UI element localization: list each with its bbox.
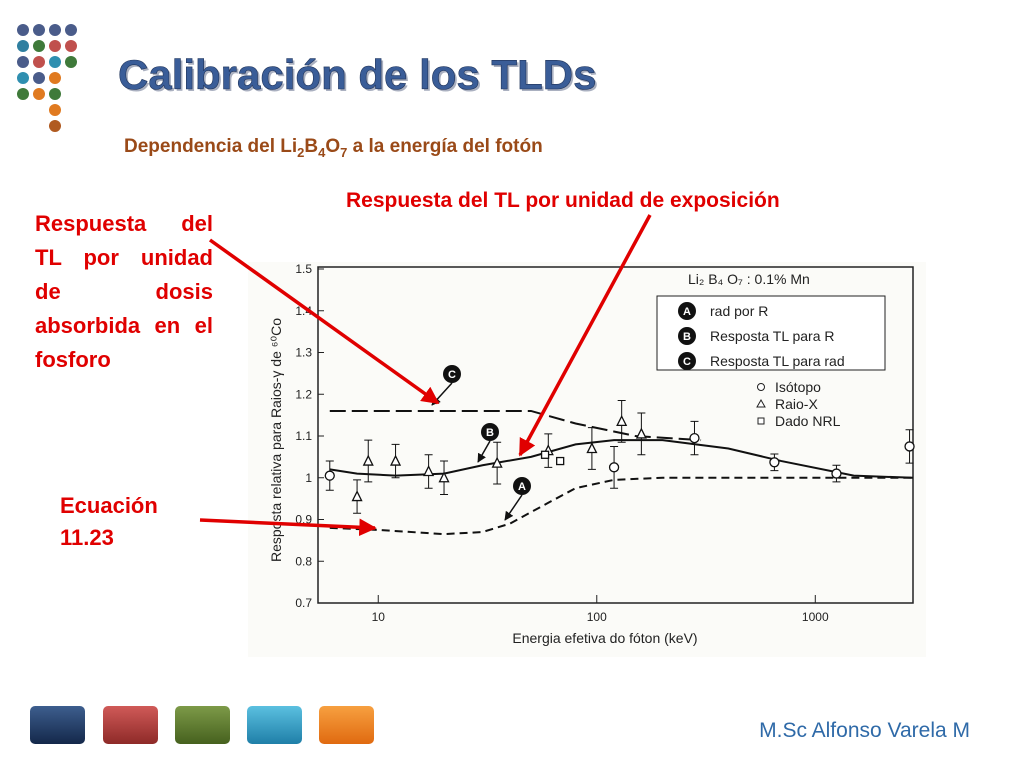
subtitle-part: 7 bbox=[340, 145, 347, 160]
curve-badge-label: B bbox=[486, 427, 494, 439]
y-tick-label: 1.4 bbox=[295, 304, 312, 318]
point bbox=[540, 450, 550, 459]
slide-title: Calibración de los TLDs bbox=[118, 51, 596, 98]
point bbox=[769, 457, 780, 468]
point bbox=[586, 442, 598, 454]
curve-badge-label: C bbox=[683, 356, 691, 368]
legend-label: Dado NRL bbox=[775, 413, 841, 429]
point bbox=[351, 490, 363, 502]
legend-label: Resposta TL para R bbox=[710, 328, 835, 344]
curve-badge bbox=[678, 352, 696, 370]
x-tick-label: 10 bbox=[372, 610, 386, 624]
red-arrows bbox=[199, 214, 652, 537]
point bbox=[390, 454, 402, 466]
curve-badge-label: A bbox=[518, 481, 526, 493]
y-tick-label: 1.2 bbox=[295, 387, 312, 401]
point bbox=[423, 465, 435, 477]
legend-marker bbox=[756, 398, 766, 408]
nav-button[interactable] bbox=[103, 706, 158, 744]
logo-dots bbox=[17, 24, 77, 132]
point bbox=[689, 432, 700, 444]
point bbox=[616, 414, 628, 427]
y-tick-label: 0.8 bbox=[295, 554, 312, 568]
point bbox=[324, 470, 335, 481]
subtitle-part: Dependencia del Li bbox=[124, 136, 297, 157]
subtitle-part: 2 bbox=[297, 145, 304, 160]
legend-label: Resposta TL para rad bbox=[710, 353, 845, 369]
subtitle-part: a la energía del fotón bbox=[347, 136, 542, 157]
annotation-line: 11.23 bbox=[60, 525, 114, 550]
badge-pointer bbox=[477, 440, 491, 463]
slide-subtitle: Dependencia del Li2B4O7 a la energía del… bbox=[124, 136, 543, 160]
legend-title: Li₂ B₄ O₇ : 0.1% Mn bbox=[688, 271, 810, 287]
y-tick-label: 1.1 bbox=[295, 429, 312, 443]
nav-buttons bbox=[30, 706, 374, 744]
point bbox=[904, 441, 915, 452]
y-tick-label: 1.3 bbox=[295, 346, 312, 360]
legend-marker bbox=[757, 383, 765, 391]
nav-button[interactable] bbox=[30, 706, 85, 744]
y-tick-label: 0.7 bbox=[295, 596, 312, 610]
curve-badge-label: A bbox=[683, 306, 691, 318]
annotation-line: Ecuación bbox=[60, 493, 158, 518]
nav-button[interactable] bbox=[247, 706, 302, 744]
curve-badge-label: C bbox=[448, 369, 456, 381]
y-tick-label: 1.5 bbox=[295, 262, 312, 276]
legend-marker bbox=[757, 417, 765, 425]
badge-pointer bbox=[504, 494, 523, 521]
curve-badge bbox=[513, 477, 531, 495]
point bbox=[635, 427, 647, 439]
subtitle-part: B bbox=[304, 136, 318, 157]
x-tick-label: 100 bbox=[587, 610, 607, 624]
y-tick-label: 1 bbox=[305, 471, 312, 485]
point bbox=[831, 468, 842, 479]
curve-badge-label: B bbox=[683, 331, 691, 343]
nav-button[interactable] bbox=[175, 706, 230, 744]
nav-button[interactable] bbox=[319, 706, 374, 744]
x-tick-label: 1000 bbox=[802, 610, 829, 624]
curve-badge bbox=[481, 423, 499, 441]
annotation: Respuesta del TL por unidad de dosis abs… bbox=[35, 211, 213, 372]
point bbox=[438, 471, 450, 483]
point bbox=[556, 456, 565, 466]
legend-label: Isótopo bbox=[775, 379, 821, 395]
curve-badge bbox=[678, 302, 696, 320]
point bbox=[491, 456, 503, 468]
curve-badge bbox=[678, 327, 696, 345]
title-shadow: Calibración de los TLDs bbox=[120, 53, 598, 100]
curve-badge bbox=[443, 365, 461, 383]
legend-label: rad por R bbox=[710, 303, 768, 319]
point bbox=[608, 462, 620, 473]
annotation: Ecuación 11.23 bbox=[60, 493, 158, 550]
subtitle-part: 4 bbox=[318, 145, 326, 160]
curve bbox=[329, 409, 702, 442]
subtitle-part: O bbox=[325, 136, 340, 157]
point bbox=[362, 454, 374, 466]
footer: M.Sc Alfonso Varela M bbox=[759, 719, 970, 742]
plot-frame bbox=[317, 266, 914, 604]
y-axis-label: Resposta relativa para Raios-γ de ⁶⁰Co bbox=[268, 318, 284, 562]
legend-label: Raio-X bbox=[775, 396, 818, 412]
plot: 0.70.80.911.11.21.31.41.510 100 1000Energi… bbox=[268, 262, 915, 646]
annotation: Respuesta del TL por unidad de exposició… bbox=[346, 189, 780, 212]
curve bbox=[329, 476, 913, 536]
x-axis-label: Energia efetiva do fóton (keV) bbox=[512, 630, 697, 646]
